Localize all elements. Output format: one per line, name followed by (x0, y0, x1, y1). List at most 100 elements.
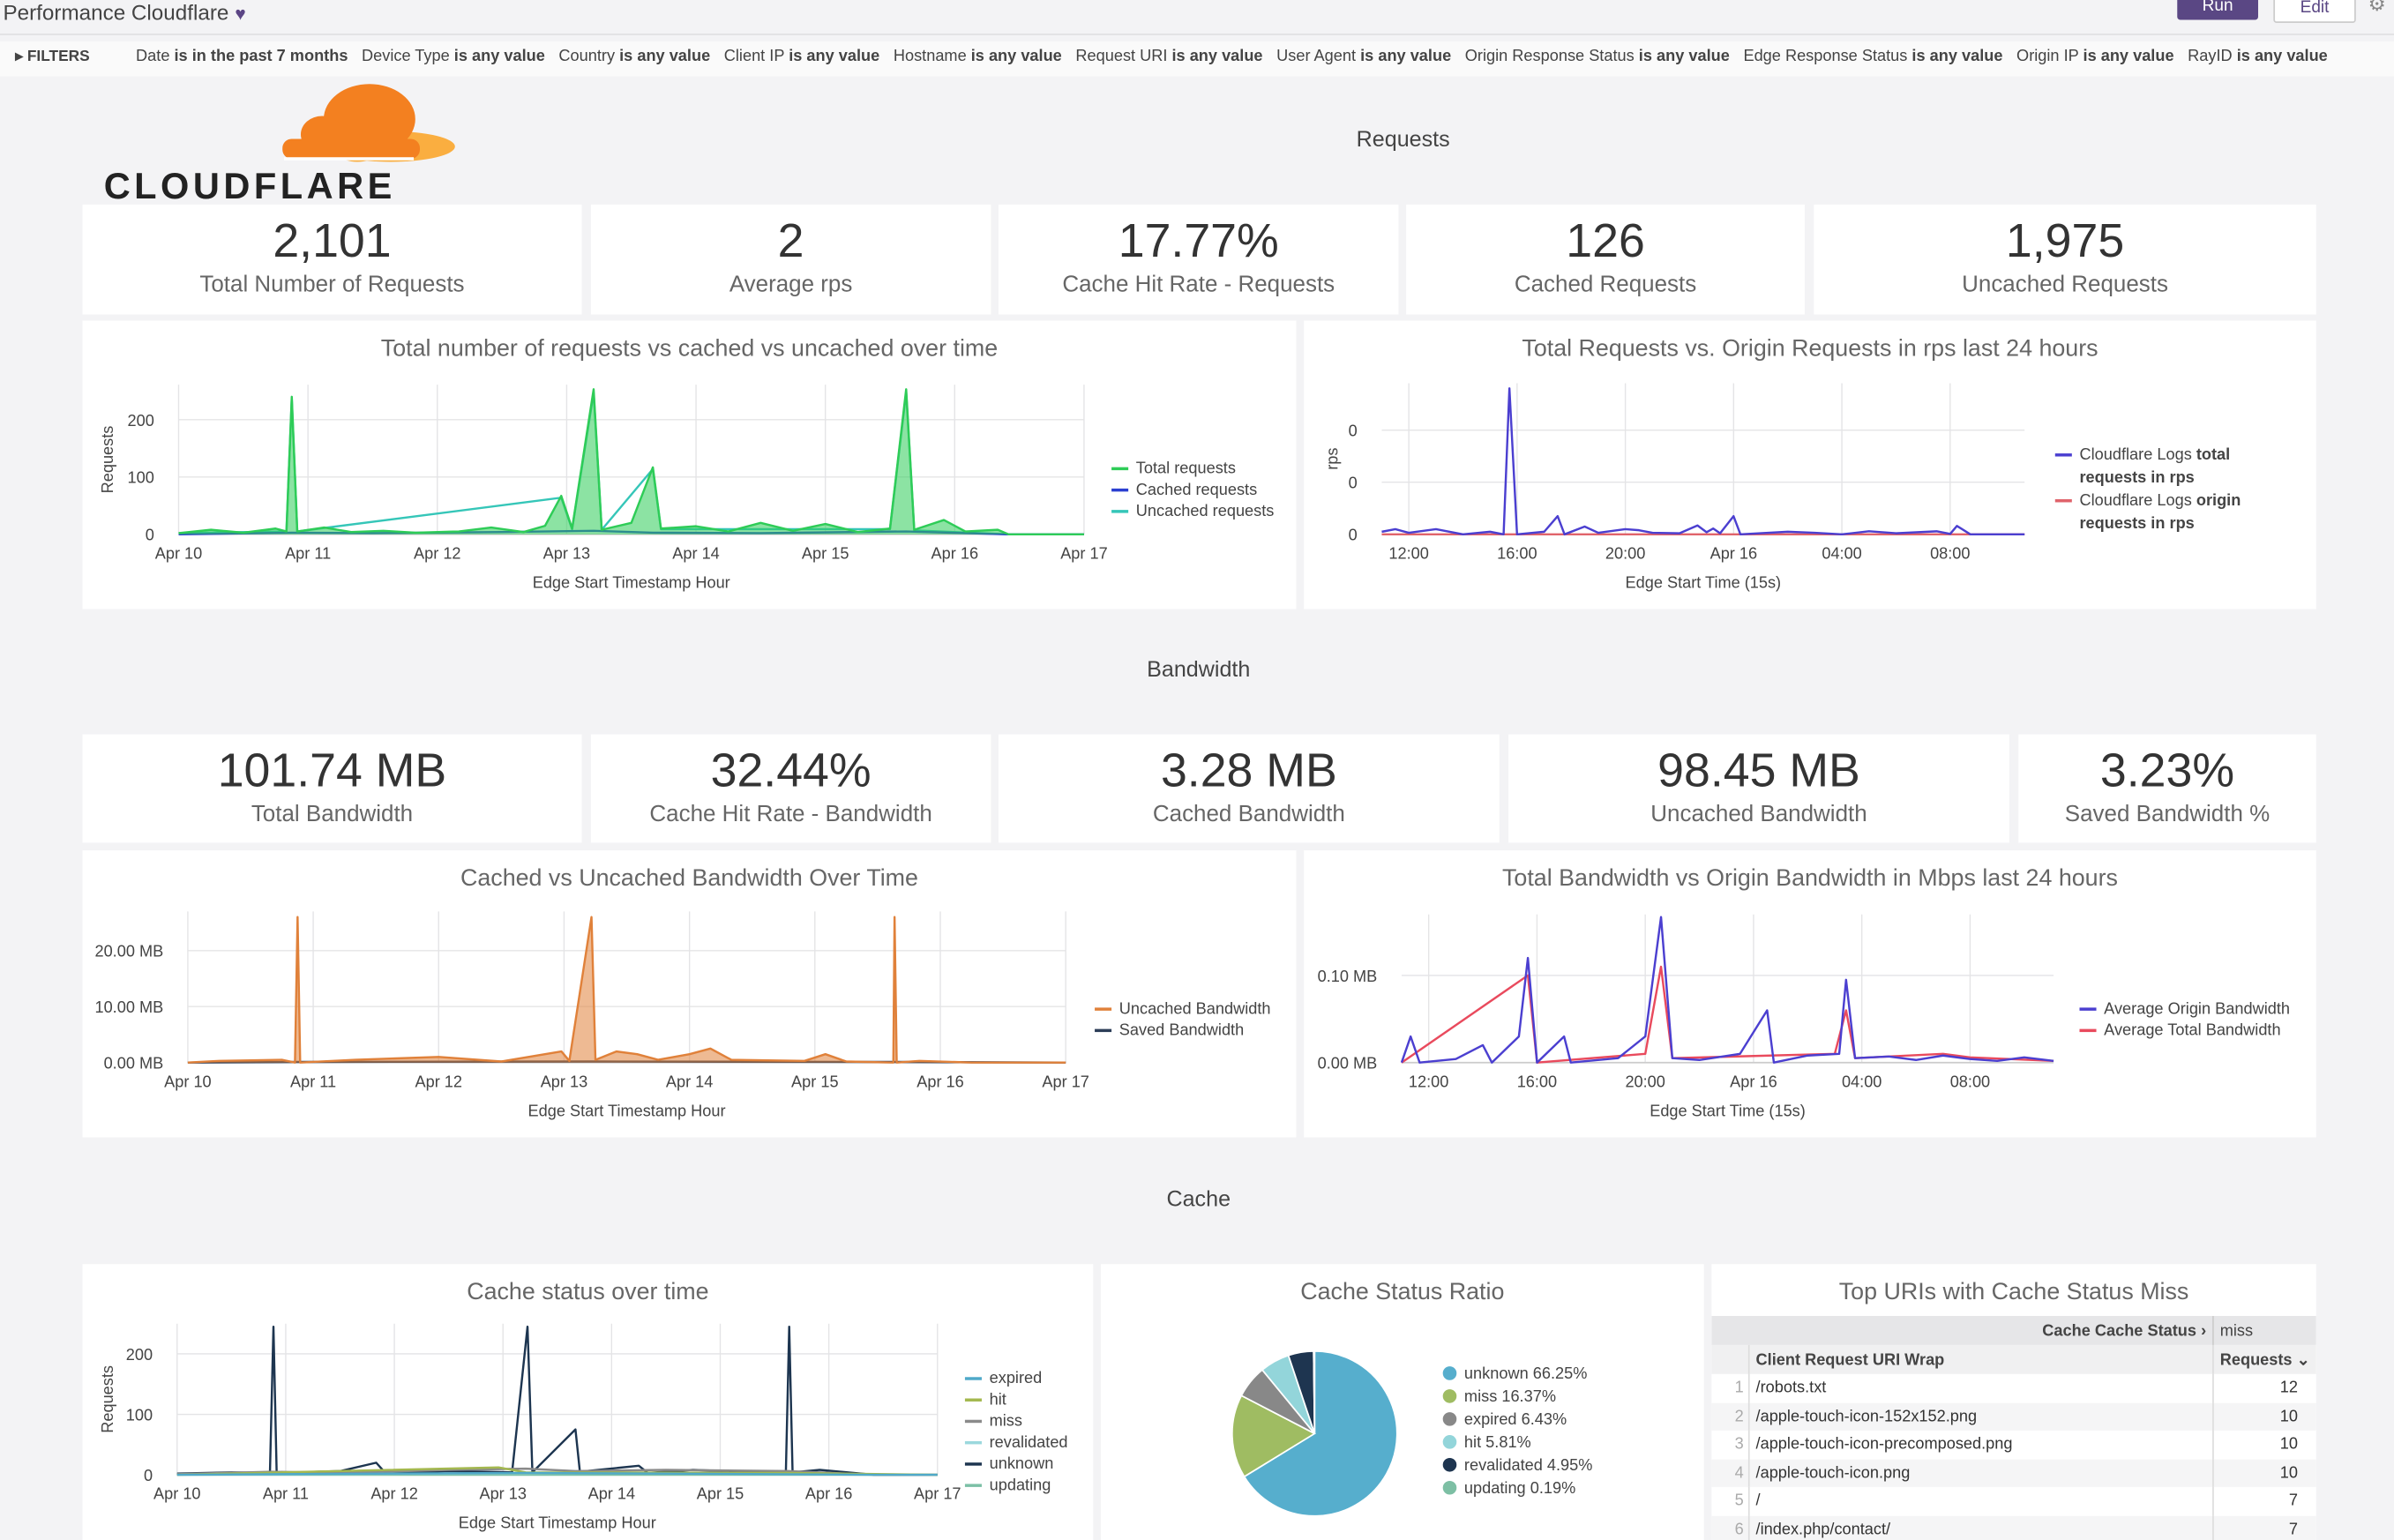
edit-button[interactable]: Edit (2273, 0, 2356, 23)
legend-item[interactable]: updating (964, 1475, 1068, 1496)
legend-bandwidth-24h: Average Origin Bandwidth Average Total Ba… (2079, 998, 2290, 1041)
legend-item[interactable]: Cloudflare Logs total requests in rps (2054, 445, 2269, 490)
pie-legend-item[interactable]: unknown 66.25% (1442, 1364, 1593, 1387)
cache-status-over-time-card[interactable]: Cache status over time (82, 1264, 1094, 1540)
kpi-cached-requests[interactable]: 126 Cached Requests (1406, 204, 1805, 315)
bandwidth-over-time-card[interactable]: Cached vs Uncached Bandwidth Over Time (82, 850, 1297, 1138)
cache-status-ratio-card[interactable]: Cache Status Ratio unknown 66.25% miss 16… (1100, 1264, 1704, 1540)
table-row[interactable]: 6/index.php/contact/7 (1711, 1514, 2316, 1540)
requests-cell: 7 (2212, 1514, 2316, 1540)
filter-condition: is any value (1638, 47, 1730, 66)
row-number: 2 (1711, 1402, 1750, 1431)
legend-item[interactable]: revalidated (964, 1432, 1068, 1454)
pie-legend-item[interactable]: miss 16.37% (1442, 1387, 1593, 1409)
legend-item[interactable]: unknown (964, 1454, 1068, 1475)
requests-over-time-card[interactable]: Total number of requests vs cached vs un… (82, 320, 1297, 609)
pie-legend-item[interactable]: hit 5.81% (1442, 1432, 1593, 1455)
filter-condition: is any value (1911, 47, 2003, 66)
filters-label: FILTERS (26, 49, 90, 66)
legend-label: hit 5.81% (1463, 1433, 1531, 1453)
kpi-average-rps[interactable]: 2 Average rps (590, 204, 991, 315)
kpi-value: 32.44% (710, 743, 872, 797)
chart-title: Cached vs Uncached Bandwidth Over Time (460, 865, 918, 892)
legend-label: Total requests (1135, 460, 1236, 478)
legend-swatch (964, 1462, 982, 1466)
column-header-uri[interactable]: Client Request URI Wrap (1748, 1344, 2214, 1374)
filter-name: Request URI (1075, 47, 1168, 66)
table-row[interactable]: 5/ 7 (1711, 1486, 2315, 1515)
pie-slice-miss[interactable] (1231, 1394, 1317, 1478)
filter-chip[interactable]: Country is any value (558, 48, 710, 66)
filter-chip[interactable]: Client IP is any value (724, 48, 879, 66)
pivot-label[interactable]: Cache Cache Status › (1711, 1316, 2214, 1345)
chart-title: Total Requests vs. Origin Requests in rp… (1522, 335, 2098, 363)
kpi-label: Saved Bandwidth % (2064, 801, 2271, 828)
legend-item[interactable]: Average Total Bandwidth (2079, 1020, 2290, 1041)
legend-item[interactable]: Cached requests (1111, 480, 1274, 501)
legend-swatch (2054, 453, 2072, 457)
legend-dot (1442, 1366, 1457, 1380)
legend-label: Average Origin Bandwidth (2104, 999, 2290, 1019)
filter-chip[interactable]: Hostname is any value (894, 48, 1062, 66)
kpi-label: Total Bandwidth (251, 801, 414, 828)
pie-slice-updating[interactable] (1313, 1349, 1316, 1434)
kpi-uncached-requests[interactable]: 1,975 Uncached Requests (1814, 204, 2316, 315)
legend-swatch (964, 1484, 982, 1487)
table-title: Top URIs with Cache Status Miss (1838, 1279, 2189, 1305)
legend-item[interactable]: Uncached Bandwidth (1095, 998, 1271, 1020)
bandwidth-24h-card[interactable]: Total Bandwidth vs Origin Bandwidth in M… (1304, 850, 2316, 1138)
kpi-total-requests[interactable]: 2,101 Total Number of Requests (82, 204, 582, 315)
legend-requests-over-time: Total requests Cached requests Uncached re… (1111, 458, 1274, 522)
run-button[interactable]: Run (2177, 0, 2259, 20)
legend-item[interactable]: miss (964, 1410, 1068, 1432)
row-number: 3 (1711, 1430, 1750, 1459)
heart-icon[interactable]: ♥ (235, 3, 246, 25)
filter-chip[interactable]: User Agent is any value (1276, 48, 1451, 66)
pie-legend-item[interactable]: updating 0.19% (1442, 1478, 1593, 1501)
table-row[interactable]: 2/apple-touch-icon-152x152.png 10 (1711, 1402, 2316, 1431)
title-text: Performance Cloudflare (3, 0, 229, 25)
kpi-total-bandwidth[interactable]: 101.74 MB Total Bandwidth (82, 734, 582, 843)
kpi-cache-hit-rate-requests[interactable]: 17.77% Cache Hit Rate - Requests (999, 204, 1399, 315)
row-number: 6 (1711, 1514, 1750, 1540)
pie-legend-item[interactable]: expired 6.43% (1442, 1409, 1593, 1432)
filters-toggle[interactable]: ▸ FILTERS (15, 49, 90, 66)
chevron-right-icon: › (2201, 1321, 2207, 1340)
filter-chip[interactable]: Origin IP is any value (2016, 48, 2174, 66)
legend-item[interactable]: Cloudflare Logs origin requests in rps (2054, 490, 2269, 536)
legend-item[interactable]: Uncached requests (1111, 501, 1274, 522)
filter-condition: is any value (970, 47, 1062, 66)
legend-dot (1442, 1480, 1457, 1495)
gear-icon[interactable]: ⚙ (2368, 0, 2386, 16)
table-row[interactable]: 4/apple-touch-icon.png 10 (1711, 1458, 2316, 1487)
legend-swatch (1111, 488, 1129, 492)
legend-cache-status: expired hit miss revalidated unknown updating (964, 1368, 1068, 1496)
pie-slice-unknown[interactable] (1243, 1349, 1398, 1517)
header-bar: Performance Cloudflare ♥ Run Edit ⚙ (0, 0, 2394, 35)
filter-condition: is any value (2236, 47, 2328, 66)
kpi-cached-bandwidth[interactable]: 3.28 MB Cached Bandwidth (999, 734, 1500, 843)
filter-chip[interactable]: Date is in the past 7 months (136, 48, 348, 66)
legend-label: Uncached Bandwidth (1118, 999, 1271, 1019)
legend-item[interactable]: Total requests (1111, 458, 1274, 479)
filter-chip[interactable]: Device Type is any value (362, 48, 545, 66)
column-header-requests[interactable]: Requests ⌄ (2212, 1344, 2316, 1374)
filters-bar[interactable]: ▸ FILTERS Date is in the past 7 months De… (0, 41, 2394, 77)
legend-item[interactable]: hit (964, 1389, 1068, 1410)
kpi-saved-bandwidth[interactable]: 3.23% Saved Bandwidth % (2018, 734, 2316, 843)
filter-chip[interactable]: Request URI is any value (1075, 48, 1262, 66)
filter-chip[interactable]: Edge Response Status is any value (1743, 48, 2002, 66)
table-row[interactable]: 1/robots.txt 12 (1711, 1373, 2315, 1402)
filter-chip[interactable]: Origin Response Status is any value (1465, 48, 1730, 66)
filter-chip[interactable]: RayID is any value (2188, 48, 2328, 66)
legend-item[interactable]: Average Origin Bandwidth (2079, 998, 2290, 1020)
legend-item[interactable]: Saved Bandwidth (1095, 1020, 1270, 1041)
kpi-uncached-bandwidth[interactable]: 98.45 MB Uncached Bandwidth (1508, 734, 2009, 843)
kpi-cache-hit-rate-bandwidth[interactable]: 32.44% Cache Hit Rate - Bandwidth (590, 734, 991, 843)
top-uris-card[interactable]: Top URIs with Cache Status Miss Cache Ca… (1711, 1264, 2316, 1540)
filter-name: User Agent (1276, 47, 1357, 66)
legend-item[interactable]: expired (964, 1368, 1068, 1389)
table-row[interactable]: 3/apple-touch-icon-precomposed.png 10 (1711, 1430, 2315, 1459)
pie-legend-item[interactable]: revalidated 4.95% (1442, 1455, 1592, 1478)
pie-legend: unknown 66.25% miss 16.37% expired 6.43% hi… (1442, 1364, 1593, 1501)
